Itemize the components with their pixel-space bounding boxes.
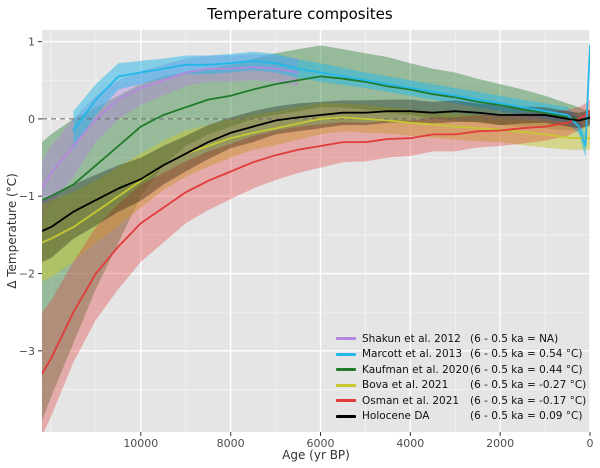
y-tick-label: −3	[19, 345, 35, 358]
series-line-kaufman-et-al-2020	[42, 75, 590, 201]
legend-item-bova-et-al-2021: Bova et al. 2021 (6 - 0.5 ka = -0.27 °C)	[336, 378, 592, 394]
legend-item-holocene-da: Holocene DA (6 - 0.5 ka = 0.09 °C)	[336, 409, 592, 425]
y-tick-label: 0	[28, 113, 35, 126]
series-layer	[42, 37, 590, 432]
legend-label: Bova et al. 2021	[362, 379, 449, 392]
chart-title: Temperature composites	[207, 5, 393, 23]
x-tick-label: 4000	[396, 437, 424, 450]
legend-swatch-osman-et-al-2021	[336, 399, 356, 403]
series-line-bova-et-al-2021	[42, 116, 590, 244]
legend-swatch-kaufman-et-al-2020	[336, 368, 356, 372]
legend-label: Osman et al. 2021	[362, 394, 460, 407]
legend-stat: (6 - 0.5 ka = 0.54 °C)	[470, 348, 583, 361]
series-band-bova-et-al-2021	[42, 103, 590, 282]
axis-ticks: 10000 8000 6000 4000 2000 0 −3 −2 −1 0 1	[19, 36, 594, 450]
legend-item-kaufman-et-al-2020: Kaufman et al. 2020 (6 - 0.5 ka = 0.44 °C…	[336, 362, 592, 378]
series-line-marcott-et-al-2013	[72, 44, 590, 147]
legend-swatch-shakun-et-al-2012	[336, 337, 356, 341]
x-tick-label: 8000	[217, 437, 245, 450]
legend-stat: (6 - 0.5 ka = NA)	[470, 332, 559, 345]
x-tick-label: 10000	[123, 437, 158, 450]
legend-item-osman-et-al-2021: Osman et al. 2021 (6 - 0.5 ka = -0.17 °C)	[336, 393, 592, 409]
legend-label: Shakun et al. 2012	[362, 332, 461, 345]
legend-label: Holocene DA	[362, 410, 430, 423]
series-band-holocene-da	[42, 99, 590, 262]
legend-label: Kaufman et al. 2020	[362, 363, 469, 376]
legend-swatch-bova-et-al-2021	[336, 383, 356, 387]
legend-swatch-holocene-da	[336, 414, 356, 418]
y-axis-label: Δ Temperature (°C)	[5, 173, 19, 289]
series-band-marcott-et-al-2013	[73, 37, 590, 158]
y-tick-label: −1	[19, 190, 35, 203]
legend-label: Marcott et al. 2013	[362, 348, 463, 361]
legend-stat: (6 - 0.5 ka = -0.17 °C)	[470, 394, 587, 407]
y-tick-label: 1	[28, 36, 35, 49]
x-axis-label: Age (yr BP)	[282, 448, 350, 462]
legend-stat: (6 - 0.5 ka = -0.27 °C)	[470, 379, 587, 392]
legend-swatch-marcott-et-al-2013	[336, 352, 356, 356]
x-tick-label: 2000	[486, 437, 514, 450]
legend: Shakun et al. 2012 (6 - 0.5 ka = NA) Marco…	[336, 331, 592, 424]
series-line-shakun-et-al-2012	[42, 66, 299, 190]
y-tick-label: −2	[19, 268, 35, 281]
legend-item-shakun-et-al-2012: Shakun et al. 2012 (6 - 0.5 ka = NA)	[336, 331, 592, 347]
x-tick-label: 6000	[306, 437, 334, 450]
legend-stat: (6 - 0.5 ka = 0.44 °C)	[470, 363, 583, 376]
series-line-osman-et-al-2021	[42, 110, 590, 375]
legend-stat: (6 - 0.5 ka = 0.09 °C)	[470, 410, 583, 423]
series-band-osman-et-al-2021	[42, 99, 590, 432]
legend-item-marcott-et-al-2013: Marcott et al. 2013 (6 - 0.5 ka = 0.54 °C…	[336, 347, 592, 363]
x-tick-label: 0	[587, 437, 594, 450]
series-line-holocene-da	[42, 110, 590, 232]
